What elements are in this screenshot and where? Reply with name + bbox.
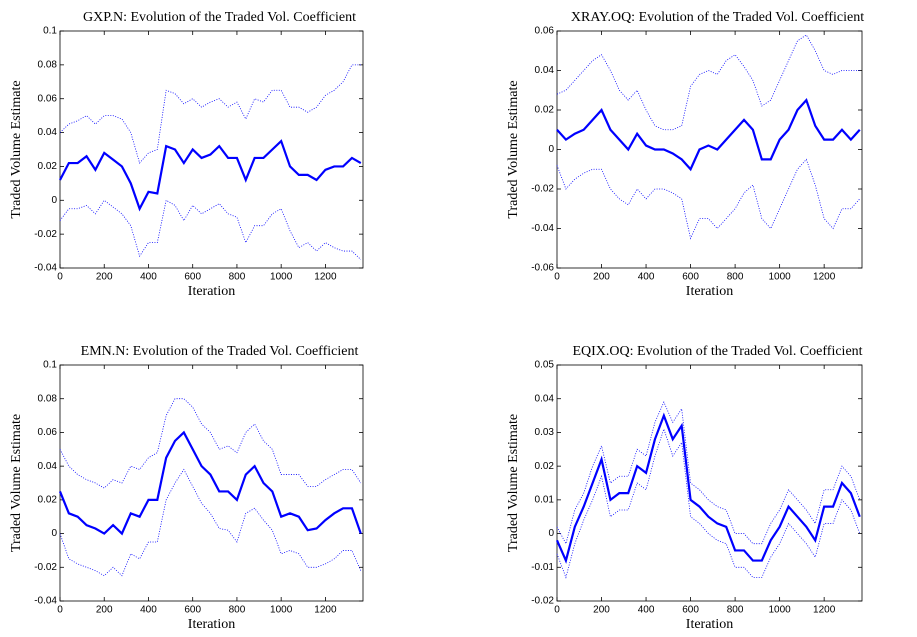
y-tick-label: 0.04: [535, 393, 555, 404]
x-tick-label: 1200: [813, 272, 836, 283]
x-tick-label: 0: [554, 272, 560, 283]
data-line: [556, 427, 861, 579]
x-tick-label: 800: [229, 272, 246, 283]
y-axis-label: Traded Volume Estimate: [506, 80, 521, 218]
x-axis-label: Iteration: [686, 284, 733, 299]
axes-box: [556, 364, 863, 602]
data-line: [58, 430, 362, 536]
axes-box: [59, 30, 364, 269]
y-axis-label: Traded Volume Estimate: [9, 414, 24, 552]
x-tick-label: 800: [727, 272, 744, 283]
x-tick-label: 0: [554, 605, 560, 616]
axes-box: [556, 30, 863, 269]
data-line: [556, 34, 860, 131]
y-tick-label: -0.04: [531, 223, 554, 234]
x-tick-label: 200: [593, 272, 610, 283]
y-tick-label: 0.08: [38, 59, 58, 70]
x-axis-label: Iteration: [188, 284, 235, 299]
x-tick-label: 800: [727, 605, 744, 616]
x-tick-label: 600: [184, 605, 201, 616]
x-tick-label: 400: [638, 272, 655, 283]
y-tick-label: 0.1: [43, 26, 57, 37]
x-tick-label: 1000: [270, 272, 293, 283]
y-tick-label: -0.04: [34, 263, 57, 274]
y-tick-label: 0.03: [535, 427, 555, 438]
y-tick-label: 0.01: [535, 494, 555, 505]
y-tick-label: 0.05: [535, 360, 555, 371]
y-tick-label: 0.1: [43, 360, 57, 371]
chart-title: XRAY.OQ: Evolution of the Traded Vol. Co…: [571, 10, 864, 25]
x-tick-label: 1000: [769, 605, 792, 616]
y-tick-label: -0.06: [531, 263, 554, 274]
y-tick-label: 0: [548, 528, 554, 539]
data-line: [556, 98, 861, 172]
y-tick-label: 0: [51, 195, 57, 206]
y-tick-label: -0.02: [531, 184, 554, 195]
x-tick-label: 1200: [813, 605, 836, 616]
y-tick-label: -0.04: [34, 596, 57, 607]
x-tick-label: 1200: [314, 605, 337, 616]
y-tick-label: -0.01: [531, 562, 554, 573]
axes-box: [59, 364, 364, 602]
chart-title: EQIX.OQ: Evolution of the Traded Vol. Co…: [572, 344, 862, 359]
y-tick-label: 0.04: [38, 127, 58, 138]
x-tick-label: 0: [57, 605, 63, 616]
y-tick-label: -0.02: [34, 229, 57, 240]
x-tick-label: 1200: [314, 272, 337, 283]
x-tick-label: 800: [229, 605, 246, 616]
y-tick-label: 0.06: [38, 427, 58, 438]
x-tick-label: 400: [140, 605, 157, 616]
y-tick-label: 0: [548, 144, 554, 155]
x-tick-label: 200: [96, 272, 113, 283]
x-tick-label: 400: [638, 605, 655, 616]
x-axis-label: Iteration: [188, 617, 235, 632]
y-axis-label: Traded Volume Estimate: [506, 414, 521, 552]
x-tick-label: 600: [184, 272, 201, 283]
y-tick-label: -0.02: [531, 596, 554, 607]
x-tick-label: 0: [57, 272, 63, 283]
y-tick-label: 0.06: [535, 26, 555, 37]
y-tick-label: 0.02: [535, 105, 555, 116]
y-tick-label: 0.02: [38, 494, 58, 505]
x-tick-label: 1000: [270, 605, 293, 616]
chart-title: GXP.N: Evolution of the Traded Vol. Coef…: [83, 10, 356, 25]
y-tick-label: 0.02: [535, 461, 555, 472]
y-tick-label: 0.02: [38, 161, 58, 172]
data-line: [556, 401, 861, 545]
data-line: [59, 139, 362, 212]
y-axis-label: Traded Volume Estimate: [9, 80, 24, 218]
chart-title: EMN.N: Evolution of the Traded Vol. Coef…: [81, 344, 359, 359]
y-tick-label: 0.06: [38, 93, 58, 104]
x-tick-label: 400: [140, 272, 157, 283]
x-tick-label: 200: [593, 605, 610, 616]
x-axis-label: Iteration: [686, 617, 733, 632]
data-line: [555, 412, 861, 564]
y-tick-label: 0.04: [535, 65, 555, 76]
x-tick-label: 1000: [769, 272, 792, 283]
y-tick-label: 0.08: [38, 393, 58, 404]
y-tick-label: 0: [51, 528, 57, 539]
x-tick-label: 200: [96, 605, 113, 616]
x-tick-label: 600: [682, 605, 699, 616]
y-tick-label: 0.04: [38, 461, 58, 472]
x-tick-label: 600: [682, 272, 699, 283]
data-line: [59, 398, 362, 489]
y-tick-label: -0.02: [34, 562, 57, 573]
